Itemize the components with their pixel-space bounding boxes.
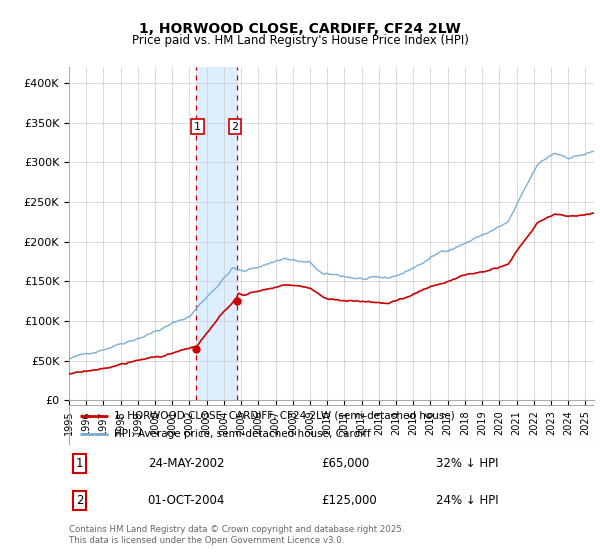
Text: 24-MAY-2002: 24-MAY-2002 [148, 457, 224, 470]
Text: 2: 2 [232, 122, 239, 132]
Text: 01-OCT-2004: 01-OCT-2004 [148, 494, 225, 507]
Text: Price paid vs. HM Land Registry's House Price Index (HPI): Price paid vs. HM Land Registry's House … [131, 34, 469, 46]
Text: Contains HM Land Registry data © Crown copyright and database right 2025.
This d: Contains HM Land Registry data © Crown c… [69, 525, 404, 545]
Text: HPI: Average price, semi-detached house, Cardiff: HPI: Average price, semi-detached house,… [113, 430, 370, 439]
Text: £125,000: £125,000 [321, 494, 377, 507]
Text: 1, HORWOOD CLOSE, CARDIFF, CF24 2LW (semi-detached house): 1, HORWOOD CLOSE, CARDIFF, CF24 2LW (sem… [113, 411, 454, 421]
Text: £65,000: £65,000 [321, 457, 369, 470]
Text: 1: 1 [194, 122, 201, 132]
Text: 2: 2 [76, 494, 83, 507]
Text: 32% ↓ HPI: 32% ↓ HPI [437, 457, 499, 470]
Text: 24% ↓ HPI: 24% ↓ HPI [437, 494, 499, 507]
Text: 1: 1 [76, 457, 83, 470]
Text: 1, HORWOOD CLOSE, CARDIFF, CF24 2LW: 1, HORWOOD CLOSE, CARDIFF, CF24 2LW [139, 22, 461, 36]
Bar [196, 67, 237, 400]
